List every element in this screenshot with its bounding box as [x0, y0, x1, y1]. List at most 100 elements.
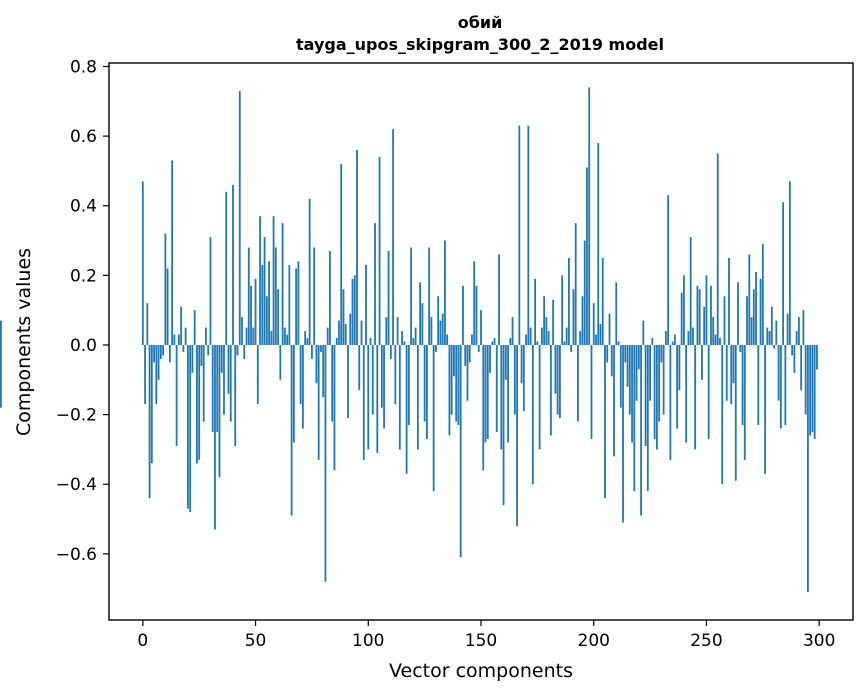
bar-160 [502, 344, 505, 506]
bar-86 [335, 338, 338, 345]
bar-248 [701, 344, 703, 380]
bar-107 [383, 344, 385, 429]
bar-193 [577, 344, 579, 422]
bar-73 [306, 338, 309, 345]
bar-265 [739, 344, 742, 352]
bar-236 [673, 334, 676, 345]
y-axis-ticks: −0.6 −0.4 −0.2 0.0 0.2 0.4 0.6 0.8 [56, 57, 109, 565]
bar-66 [290, 344, 293, 516]
bar-82 [326, 327, 329, 345]
bar-33 [216, 344, 219, 433]
bar-129 [432, 344, 435, 492]
bar-243 [689, 237, 692, 345]
bar-290 [795, 331, 798, 345]
bar-5 [153, 344, 155, 363]
bar-222 [642, 320, 645, 345]
bar-213 [622, 344, 624, 523]
bar-255 [716, 153, 719, 345]
bar-256 [719, 338, 721, 345]
bar-294 [804, 344, 807, 415]
x-tick-label: 300 [803, 631, 835, 651]
bar-114 [398, 344, 401, 450]
bar-87 [338, 320, 340, 345]
bar-124 [421, 303, 424, 345]
bar-32 [214, 344, 216, 530]
bar-211 [617, 341, 620, 345]
bar-56 [268, 261, 270, 345]
bar-184 [556, 344, 559, 415]
bar-34 [218, 344, 221, 478]
bar-273 [757, 344, 760, 426]
bar-189 [568, 257, 570, 345]
bar-13 [171, 160, 174, 345]
bar-173 [531, 344, 534, 485]
bar-285 [784, 344, 787, 426]
bar-288 [791, 344, 794, 356]
bar-266 [741, 344, 744, 426]
bar-217 [631, 344, 633, 443]
bar-139 [455, 344, 458, 422]
bar-279 [770, 306, 773, 345]
x-axis-ticks: 0 50 100 150 200 250 300 [137, 620, 835, 651]
bar-64 [286, 334, 289, 345]
bar-175 [536, 341, 539, 345]
x-tick-label: 250 [690, 631, 722, 651]
bar-95 [356, 150, 358, 345]
bar-63 [283, 327, 286, 345]
bar-104 [376, 344, 379, 453]
bar-135 [446, 334, 449, 345]
bar-111 [392, 129, 394, 345]
bar-229 [658, 344, 661, 422]
bar-170 [525, 334, 527, 345]
bar-242 [687, 331, 690, 345]
bar-145 [468, 344, 471, 363]
bar-48 [250, 285, 252, 345]
bar-157 [495, 344, 498, 433]
bar-119 [410, 247, 413, 345]
bar-286 [786, 313, 789, 345]
bar-219 [635, 344, 638, 401]
bar-57 [270, 331, 273, 345]
bar-88 [340, 163, 343, 345]
bar-258 [723, 296, 726, 345]
bar-186 [561, 275, 564, 345]
bar-121 [414, 327, 417, 345]
bar-231 [662, 344, 665, 415]
bar-280 [773, 344, 775, 349]
bar-194 [579, 331, 582, 345]
bar-263 [734, 344, 737, 481]
bar-97 [360, 320, 363, 345]
bar-159 [500, 344, 503, 450]
bar-224 [646, 344, 649, 492]
bar-43 [238, 90, 241, 345]
bar-209 [613, 344, 615, 457]
x-tick-label: 50 [245, 631, 267, 651]
bar-246 [696, 285, 699, 345]
bar-undefined [0, 320, 2, 345]
bar-251 [707, 344, 710, 439]
chart-title: обий [458, 13, 503, 32]
bar-62 [281, 223, 284, 345]
bar-67 [292, 344, 295, 443]
bar-36 [223, 344, 225, 415]
x-tick-label: 0 [137, 631, 148, 651]
bar-84 [331, 344, 334, 422]
bar-165 [513, 344, 516, 415]
bar-85 [333, 344, 336, 471]
bar-154 [489, 344, 491, 373]
bar-10 [164, 233, 167, 345]
bar-69 [297, 261, 300, 345]
bar-39 [229, 344, 232, 422]
bar-195 [581, 296, 584, 345]
bar-18 [182, 344, 185, 352]
bar-130 [435, 344, 437, 352]
bar-150 [480, 310, 482, 345]
bar-138 [453, 344, 455, 377]
bar-133 [441, 313, 444, 345]
bar-134 [444, 240, 446, 345]
bar-220 [637, 344, 640, 370]
bar-91 [347, 344, 349, 419]
bar-203 [599, 324, 602, 345]
bar-149 [477, 344, 480, 352]
y-tick-label: −0.6 [56, 545, 97, 565]
